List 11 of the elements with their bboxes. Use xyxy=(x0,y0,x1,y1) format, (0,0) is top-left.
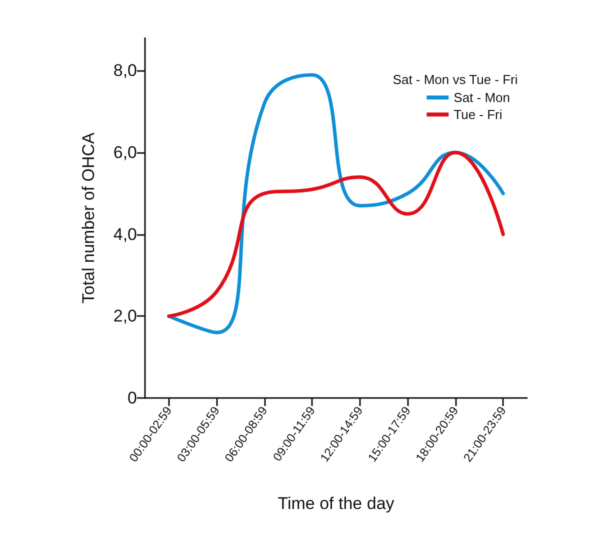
legend-title: Sat - Mon vs Tue - Fri xyxy=(392,72,518,87)
y-axis-title: Total number of OHCA xyxy=(79,132,98,304)
y-tick-label: 2,0 xyxy=(113,306,137,326)
legend-label: Tue - Fri xyxy=(454,107,502,122)
y-tick-label: 6,0 xyxy=(113,143,137,162)
x-axis-title: Time of the day xyxy=(278,494,395,513)
y-tick-label: 0 xyxy=(128,388,137,408)
legend-label: Sat - Mon xyxy=(454,90,510,105)
y-tick-label: 4,0 xyxy=(113,224,137,244)
line-series xyxy=(167,150,505,318)
y-tick-label: 8,0 xyxy=(113,61,137,80)
